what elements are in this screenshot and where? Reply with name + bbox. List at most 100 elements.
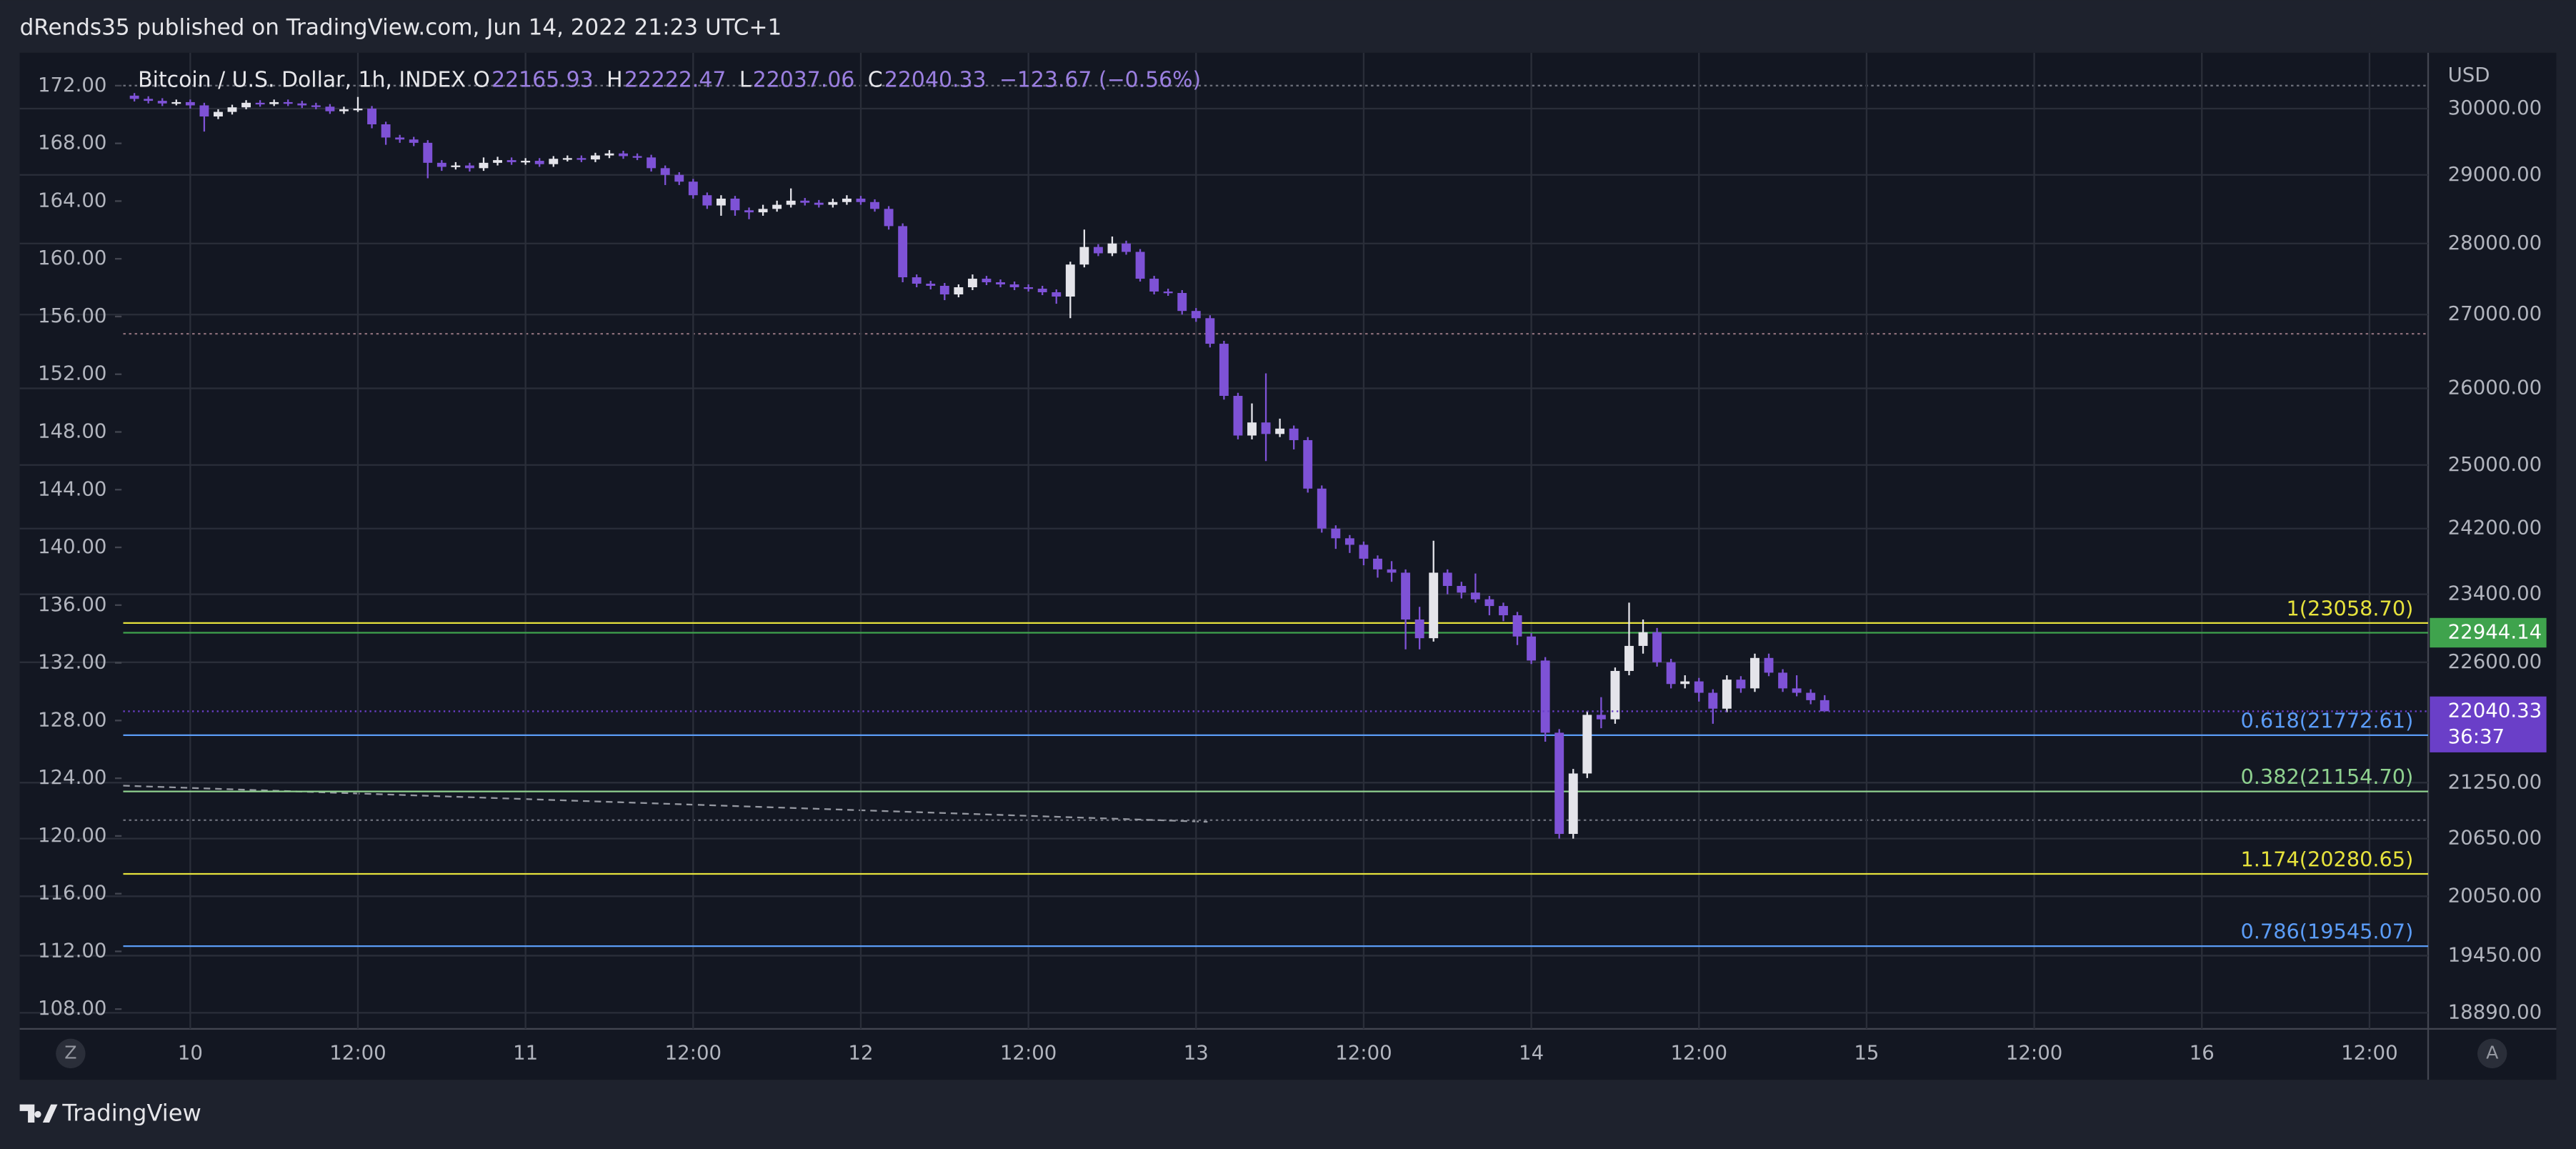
level-label: 1(23058.70) xyxy=(2287,596,2414,620)
change: −123.67 (−0.56%) xyxy=(999,67,1201,92)
button-label[interactable]: Z xyxy=(64,1042,76,1063)
ohlc-value: 22037.06 xyxy=(753,67,855,92)
candle-body xyxy=(828,202,838,205)
button[interactable] xyxy=(2477,1038,2507,1069)
candle-body xyxy=(1582,715,1592,774)
candle-body xyxy=(786,200,796,205)
candle-body xyxy=(758,209,768,213)
candle-body xyxy=(339,109,349,111)
candle-body xyxy=(1540,660,1550,733)
button-label[interactable]: A xyxy=(2486,1042,2499,1063)
candle-body xyxy=(1652,632,1662,662)
button[interactable] xyxy=(56,1038,86,1069)
candle-body xyxy=(1442,572,1452,587)
candle-body xyxy=(214,111,223,116)
candle-body xyxy=(1163,292,1173,294)
candle-body xyxy=(772,204,782,209)
y2-tick-label: 152.00 xyxy=(38,362,107,385)
candle-body xyxy=(1568,773,1578,835)
candle-body xyxy=(954,287,964,295)
y2-tick-label: 108.00 xyxy=(38,996,107,1020)
candle-body xyxy=(1331,528,1341,539)
candle-body xyxy=(227,107,237,112)
candle-body xyxy=(367,109,376,125)
candle-body xyxy=(1373,558,1382,569)
level-label: 0.786(19545.07) xyxy=(2241,920,2414,944)
x-tick-label: 12:00 xyxy=(2006,1040,2062,1064)
y-tick-label: 26000.00 xyxy=(2448,375,2542,399)
candle-body xyxy=(1792,688,1802,693)
y2-tick-label: 132.00 xyxy=(38,650,107,674)
candle-body xyxy=(1052,292,1062,297)
candle-body xyxy=(1107,243,1117,254)
last-price-tag xyxy=(2430,696,2547,752)
y-tick-label: 29000.00 xyxy=(2448,162,2542,186)
candle-body xyxy=(353,109,363,111)
x-tick-label: 11 xyxy=(513,1040,538,1064)
candle-body xyxy=(534,161,544,164)
y2-tick-label: 164.00 xyxy=(38,188,107,212)
candle-body xyxy=(1666,662,1676,685)
candle-body xyxy=(604,153,614,156)
candle-body xyxy=(311,105,321,107)
candle-body xyxy=(1177,293,1187,312)
candle-body xyxy=(465,165,474,169)
candle-body xyxy=(1778,672,1788,689)
candle-body xyxy=(395,137,405,140)
candle-body xyxy=(744,210,754,213)
candle-body xyxy=(660,168,670,175)
y-tick-label: 25000.00 xyxy=(2448,452,2542,476)
legend: Bitcoin / U.S. Dollar, 1h, INDEX O 22165.… xyxy=(138,67,1201,92)
candle-body xyxy=(1009,284,1019,288)
ohlc-value: 22040.33 xyxy=(884,67,987,92)
x-tick-label: 12:00 xyxy=(1671,1040,1727,1064)
level-label: 1.174(20280.65) xyxy=(2241,847,2414,872)
y-tick-label: 20050.00 xyxy=(2448,883,2542,907)
candle-body xyxy=(1093,247,1103,254)
y-tick-label: 30000.00 xyxy=(2448,96,2542,119)
candle-body xyxy=(674,174,684,182)
candle-body xyxy=(1680,681,1690,685)
ohlc-value: 22222.47 xyxy=(624,67,727,92)
x-tick-label: 12:00 xyxy=(665,1040,722,1064)
y-tick-label: 28000.00 xyxy=(2448,231,2542,254)
y-axis-label: USD xyxy=(2448,63,2490,86)
candle-body xyxy=(1065,264,1075,297)
x-tick-label: 12:00 xyxy=(329,1040,386,1064)
candle-body xyxy=(730,198,740,211)
y-tick-label: 21250.00 xyxy=(2448,770,2542,793)
x-tick-label: 14 xyxy=(1519,1040,1544,1064)
candle-body xyxy=(939,286,949,295)
candle-body xyxy=(1233,396,1243,436)
candle-body xyxy=(269,101,279,104)
candle-body xyxy=(297,103,307,106)
candle-body xyxy=(199,105,209,116)
x-tick-label: 15 xyxy=(1854,1040,1879,1064)
ohlc-value: 22165.93 xyxy=(491,67,594,92)
ohlc-key: O xyxy=(473,67,490,92)
x-tick-label: 12 xyxy=(848,1040,873,1064)
x-tick-label: 10 xyxy=(178,1040,203,1064)
candle-body xyxy=(1247,422,1257,436)
candle-body xyxy=(241,102,251,108)
candle-body xyxy=(590,155,600,160)
y2-tick-label: 140.00 xyxy=(38,534,107,558)
y2-tick-label: 136.00 xyxy=(38,592,107,616)
candle-body xyxy=(1303,439,1313,489)
candle-body xyxy=(506,160,516,162)
candle-body xyxy=(1191,311,1201,319)
candle-body xyxy=(1596,715,1606,720)
x-tick-label: 12:00 xyxy=(1000,1040,1057,1064)
header: dRends35 published on TradingView.com, J… xyxy=(20,14,782,40)
price-line-label: 22944.14 xyxy=(2448,620,2542,643)
y-tick-label: 22600.00 xyxy=(2448,650,2542,673)
candle-body xyxy=(647,157,657,169)
last-price-label: 22040.33 xyxy=(2448,698,2542,722)
ohlc-key: C xyxy=(868,67,883,92)
candle-body xyxy=(1819,700,1829,712)
candle-body xyxy=(1722,680,1732,709)
candle-body xyxy=(255,102,265,105)
candle-body xyxy=(1750,657,1759,689)
y2-tick-label: 112.00 xyxy=(38,938,107,962)
y2-tick-label: 168.00 xyxy=(38,131,107,154)
